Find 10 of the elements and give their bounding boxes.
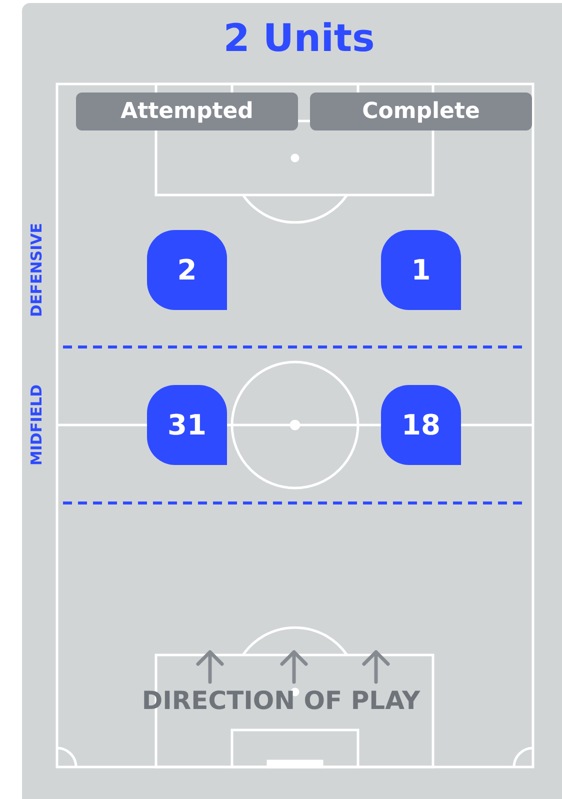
data-label: 18 (402, 408, 440, 442)
chart-title: 2 Units (223, 16, 375, 60)
y-tick-label: MIDFIELD (28, 384, 46, 466)
y-tick-label: DEFENSIVE (28, 223, 46, 317)
text: DIRECTION OF PLAY (142, 686, 422, 715)
data-label: 1 (411, 254, 431, 286)
data-label: 2 (177, 254, 197, 286)
x-tick-label: Attempted (120, 99, 254, 124)
data-label: 31 (168, 408, 206, 442)
x-tick-label: Complete (362, 99, 480, 124)
